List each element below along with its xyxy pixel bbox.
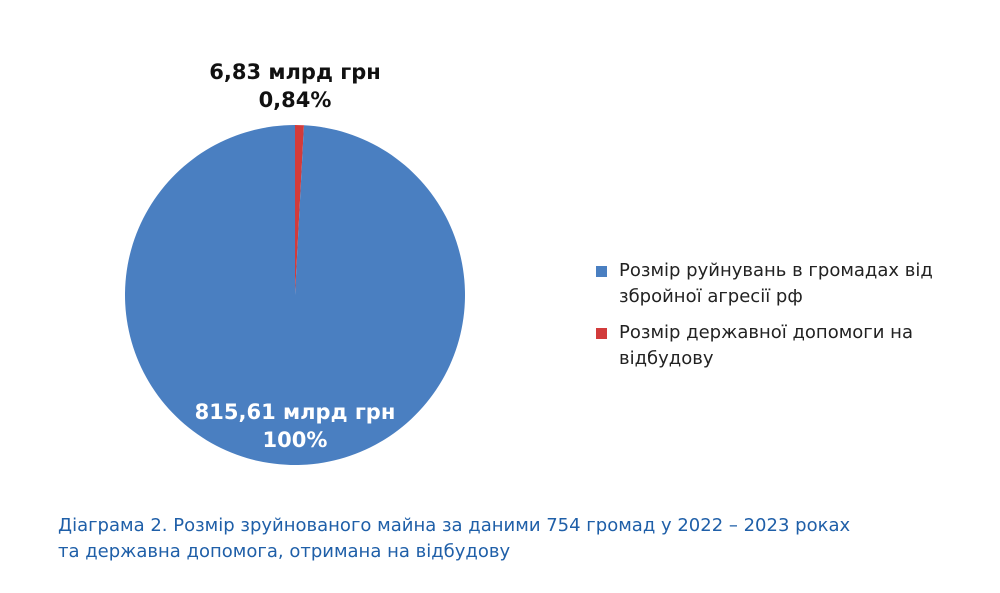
legend-swatch-destruction xyxy=(596,266,607,277)
figure-caption: Діаграма 2. Розмір зруйнованого майна за… xyxy=(58,513,958,565)
data-label-state-aid-value: 6,83 млрд грн xyxy=(209,60,381,84)
pie-slice-state-aid xyxy=(295,125,304,295)
data-label-state-aid: 6,83 млрд грн 0,84% xyxy=(150,58,440,114)
legend-label-destruction: Розмір руйнувань в громадах від збройної… xyxy=(619,260,933,307)
caption-line-1: Діаграма 2. Розмір зруйнованого майна за… xyxy=(58,515,851,536)
legend-item-state-aid: Розмір державної допомоги на відбудову xyxy=(596,320,976,372)
caption-line-2: та державна допомога, отримана на відбуд… xyxy=(58,541,511,562)
legend-label-state-aid: Розмір державної допомоги на відбудову xyxy=(619,322,913,369)
pie-chart xyxy=(124,125,465,465)
data-label-state-aid-percent: 0,84% xyxy=(258,88,332,112)
legend-item-destruction: Розмір руйнувань в громадах від збройної… xyxy=(596,258,976,310)
pie-slice-destruction xyxy=(124,125,465,465)
data-label-destruction: 815,61 млрд грн 100% xyxy=(150,398,440,454)
data-label-destruction-value: 815,61 млрд грн xyxy=(194,400,396,424)
legend-swatch-state-aid xyxy=(596,328,607,339)
pie-chart-area: 6,83 млрд грн 0,84% 815,61 млрд грн 100%… xyxy=(124,58,976,465)
legend: Розмір руйнувань в громадах від збройної… xyxy=(596,258,976,382)
data-label-destruction-percent: 100% xyxy=(262,428,328,452)
